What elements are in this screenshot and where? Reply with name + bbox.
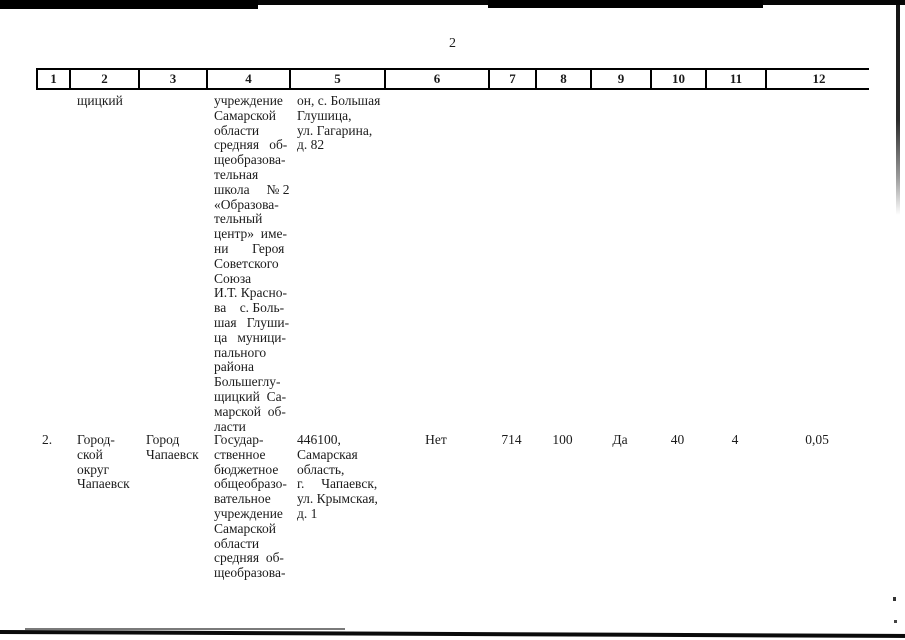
scan-artifact-bottom-gray [25,628,345,630]
cell-row2-col9: Да [612,432,628,447]
cell-row2-col11: 4 [731,432,739,447]
cell-row2-col2: Город- ской округ Чапаевск [77,432,130,492]
cell-row1-col4: учреждение Самарской области средняя об-… [214,93,290,434]
header-cell-1: 1 [38,70,71,88]
header-cell-7: 7 [490,70,537,88]
cell-row2-col8: 100 [552,432,573,447]
cell-row2-col7: 714 [501,432,522,447]
scan-artifact-speck [893,597,896,601]
header-cell-11: 11 [707,70,767,88]
header-cell-3: 3 [140,70,208,88]
cell-row2-col3: Город Чапаевск [146,432,199,462]
header-cell-12: 12 [767,70,871,88]
cell-row2-col4: Государ- ственное бюджетное общеобразо- … [214,432,287,581]
cell-row2-col5: 446100, Самарская область, г. Чапаевск, … [297,432,378,521]
scan-artifact-top-bar-left [0,0,258,9]
header-cell-4: 4 [208,70,291,88]
cell-row1-col5: он, с. Большая Глушица, ул. Гагарина, д.… [297,93,381,153]
scan-artifact-top-bar-mid [488,0,763,8]
header-cell-10: 10 [652,70,707,88]
header-cell-9: 9 [592,70,652,88]
table-row-2: 2. Город- ской округ Чапаевск Город Чапа… [36,432,869,581]
cell-row2-col1: 2. [42,432,53,447]
scan-artifact-speck [894,620,897,623]
header-cell-8: 8 [537,70,592,88]
scan-artifact-bottom-bar [0,630,905,638]
table-header-row: 1 2 3 4 5 6 7 8 9 10 11 12 [36,68,871,90]
scan-artifact-top-bar [0,0,905,5]
header-cell-6: 6 [386,70,490,88]
cell-row1-col2: щицкий [77,93,123,108]
header-cell-5: 5 [291,70,386,88]
header-cell-2: 2 [71,70,140,88]
cell-row2-col12: 0,05 [805,432,829,447]
table-row-continuation: щицкий учреждение Самарской области сред… [36,93,869,434]
page-number: 2 [449,36,456,51]
cell-row2-col6: Нет [425,432,447,447]
scan-artifact-right-edge [896,5,900,215]
cell-row2-col10: 40 [670,432,685,447]
